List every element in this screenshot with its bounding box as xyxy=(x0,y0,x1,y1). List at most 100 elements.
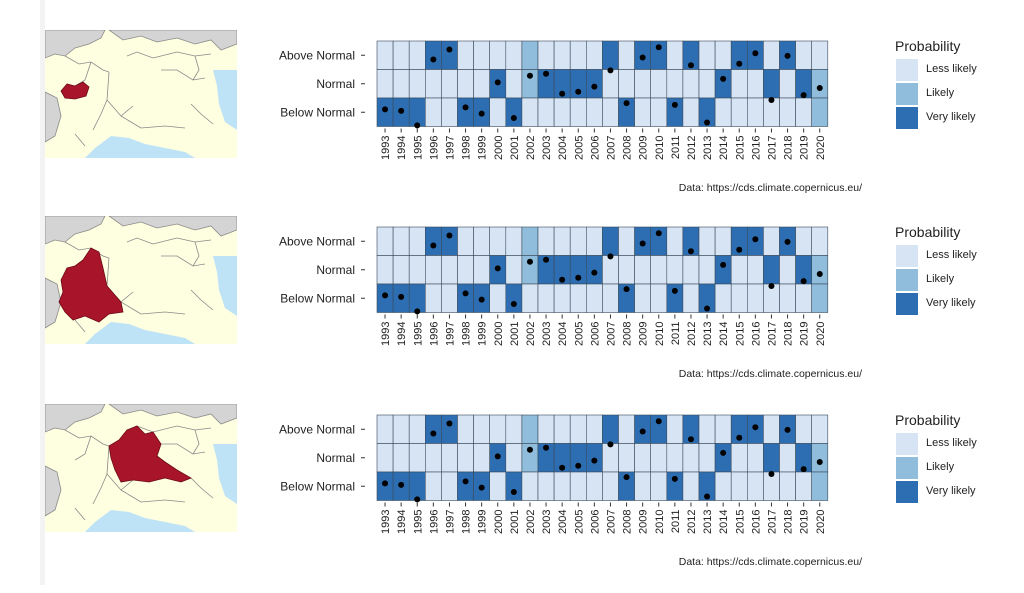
map-region-border-9 xyxy=(192,55,200,81)
x-tick-label: 2002 xyxy=(525,510,537,534)
heat-cell xyxy=(569,97,587,127)
observed-dot xyxy=(510,114,517,121)
heat-cell xyxy=(537,40,555,70)
x-tick-label: 2009 xyxy=(638,322,650,346)
heatmap-svg: Above Normal Normal Below Normal 1993 1994 19… xyxy=(279,226,829,346)
heat-cell xyxy=(537,414,555,444)
heat-cell xyxy=(376,69,394,99)
heat-cell xyxy=(392,40,410,70)
x-tick-label: 2003 xyxy=(541,510,553,534)
heat-cell xyxy=(408,471,426,501)
heat-cell xyxy=(376,443,394,473)
observed-dot xyxy=(382,106,389,113)
map-region-border-10 xyxy=(74,133,86,147)
heat-cell xyxy=(795,226,812,256)
legend-label: Very likely xyxy=(926,485,976,497)
map-sea-south xyxy=(85,322,195,344)
heat-cell xyxy=(714,443,732,473)
heat-cell xyxy=(505,69,523,99)
heat-cell xyxy=(408,226,426,256)
heat-cell xyxy=(505,414,523,444)
legend-swatch xyxy=(895,106,919,130)
heat-cell xyxy=(698,69,716,99)
legend-label: Less likely xyxy=(926,249,977,261)
y-tick-label: Normal xyxy=(316,263,355,277)
heat-cell xyxy=(441,471,458,501)
observed-dot xyxy=(462,290,469,297)
legend-label: Less likely xyxy=(926,63,977,75)
legend-swatch xyxy=(895,244,919,268)
map-sea-east xyxy=(213,444,237,504)
heat-cell xyxy=(457,97,474,127)
map-region-border-3 xyxy=(106,445,134,491)
map-outside-north xyxy=(108,216,237,237)
heat-cell xyxy=(682,69,700,99)
observed-dot xyxy=(510,488,517,495)
heat-cell xyxy=(602,443,619,473)
heat-cell xyxy=(392,69,410,99)
heat-cell xyxy=(698,443,716,473)
map-outside-west xyxy=(45,277,62,329)
heat-cell xyxy=(602,255,619,285)
x-tick-label: 2005 xyxy=(573,322,585,346)
x-tick-label: 2011 xyxy=(670,136,682,160)
heat-cell xyxy=(457,283,474,313)
legend-entry: Less likely xyxy=(895,58,1020,82)
x-tick-label: 1996 xyxy=(428,510,440,534)
observed-dot xyxy=(591,269,598,276)
heat-cell xyxy=(505,283,523,313)
heat-cell xyxy=(698,255,716,285)
x-tick-label: 2010 xyxy=(654,510,666,534)
heat-cell xyxy=(569,471,587,501)
heat-cell xyxy=(553,97,571,127)
x-tick-label: 2014 xyxy=(718,510,730,534)
map-region-border-6 xyxy=(190,477,214,499)
data-source-caption: Data: https://cds.climate.copernicus.eu/ xyxy=(678,182,862,194)
x-tick-label: 2020 xyxy=(815,510,827,534)
observed-dot xyxy=(591,457,598,464)
observed-dot xyxy=(414,496,421,503)
observed-dot xyxy=(720,75,727,82)
heat-cell xyxy=(457,40,474,70)
observed-dot xyxy=(462,104,469,111)
x-tick-label: 2017 xyxy=(766,136,778,160)
observed-dot xyxy=(784,426,791,433)
x-tick-label: 2007 xyxy=(605,510,617,534)
x-tick-label: 2004 xyxy=(557,136,569,160)
observed-dot xyxy=(687,248,694,255)
heat-cell xyxy=(795,414,812,444)
heat-cell xyxy=(376,40,394,70)
x-tick-label: 2000 xyxy=(493,136,505,160)
heat-cell xyxy=(618,40,635,70)
x-tick-label: 1995 xyxy=(412,510,424,534)
heat-cell xyxy=(521,283,539,313)
heat-cell xyxy=(521,414,539,444)
legend-entry: Very likely xyxy=(895,106,1020,130)
x-tick-label: 2008 xyxy=(622,322,634,346)
map-region-border-10 xyxy=(74,507,86,521)
x-tick-label: 2006 xyxy=(589,136,601,160)
heat-cell xyxy=(602,40,619,70)
x-tick-label: 2019 xyxy=(799,322,811,346)
x-tick-label: 2003 xyxy=(541,322,553,346)
legend-title: Probability xyxy=(895,412,961,428)
x-tick-label: 2014 xyxy=(718,322,730,346)
observed-dot xyxy=(430,430,437,437)
x-tick-label: 1998 xyxy=(461,136,473,160)
map-outside-north-west xyxy=(45,30,106,59)
heat-cell xyxy=(730,443,748,473)
heat-cell xyxy=(585,226,603,256)
heat-cell xyxy=(811,226,829,256)
x-tick-label: 2000 xyxy=(493,322,505,346)
x-tick-label: 2011 xyxy=(670,510,682,534)
x-tick-label: 1999 xyxy=(477,510,489,534)
left-margin-strip xyxy=(40,0,45,585)
heat-cell xyxy=(634,283,652,313)
legend-entry: Very likely xyxy=(895,480,1020,504)
legend-label: Very likely xyxy=(926,111,976,123)
x-tick-label: 1998 xyxy=(461,510,473,534)
heat-cell xyxy=(441,255,458,285)
map-outside-west xyxy=(45,91,62,143)
data-source-caption: Data: https://cds.climate.copernicus.eu/ xyxy=(678,556,862,568)
legend-swatch xyxy=(895,268,919,292)
